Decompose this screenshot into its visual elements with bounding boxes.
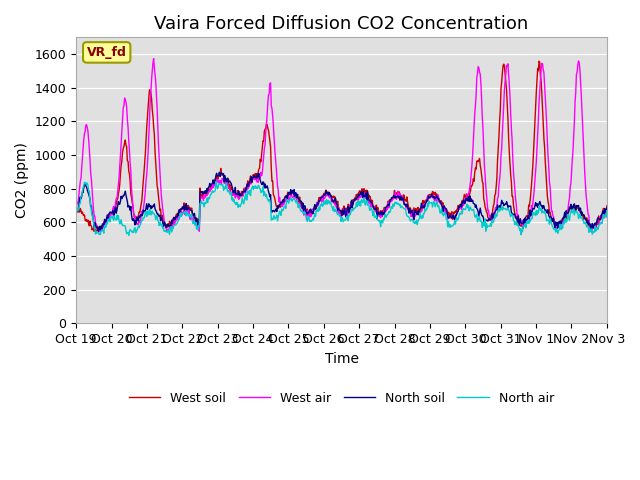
West soil [397,192,404,198]
North air [603,208,611,214]
West air [279,200,287,205]
North soil [216,169,223,175]
Line: North air: North air [76,181,607,235]
North soil [428,193,435,199]
Legend: West soil, West air, North soil, North air: West soil, West air, North soil, North a… [124,387,559,410]
West soil [233,192,241,197]
West air [150,56,157,61]
North soil [397,195,405,201]
West soil [135,209,143,215]
West air [603,211,611,217]
Text: VR_fd: VR_fd [87,46,127,59]
Title: Vaira Forced Diffusion CO2 Concentration: Vaira Forced Diffusion CO2 Concentration [154,15,529,33]
West soil [95,228,103,234]
North soil [95,228,102,234]
North soil [280,199,287,204]
North air [397,203,405,209]
West air [72,209,80,215]
North soil [135,213,143,219]
West air [233,192,241,198]
North air [135,225,143,230]
West air [134,221,142,227]
North air [428,200,435,206]
Line: West soil: West soil [76,61,607,231]
West soil [603,203,611,209]
West air [397,196,404,202]
West soil [72,209,80,215]
North soil [260,180,268,185]
West soil [535,59,543,64]
Line: West air: West air [76,59,607,232]
West air [259,162,267,168]
North air [260,193,268,199]
Line: North soil: North soil [76,172,607,231]
North air [280,205,287,211]
North soil [72,206,80,212]
North soil [603,205,611,211]
West soil [427,192,435,197]
North air [212,179,220,184]
North air [72,208,80,214]
North soil [234,191,241,196]
North air [125,232,132,238]
West soil [259,138,267,144]
West soil [279,197,287,203]
X-axis label: Time: Time [324,352,358,366]
West air [427,194,435,200]
West air [588,229,595,235]
Y-axis label: CO2 (ppm): CO2 (ppm) [15,143,29,218]
North air [234,200,241,206]
